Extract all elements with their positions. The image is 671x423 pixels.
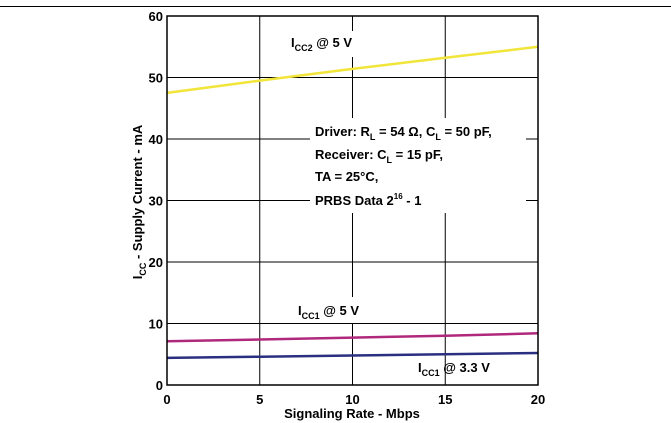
y-axis-label: ICC - Supply Current - mA bbox=[130, 124, 148, 279]
x-tick-label-0: 0 bbox=[163, 392, 170, 407]
conditions-background bbox=[310, 118, 526, 213]
series-label-icc2-5v: ICC2 @ 5 V bbox=[291, 35, 352, 53]
y-tick-label-6: 60 bbox=[149, 9, 163, 24]
series-line-2 bbox=[166, 351, 539, 360]
annotation-backgrounds bbox=[287, 31, 526, 323]
y-tick-label-0: 0 bbox=[156, 378, 163, 393]
x-axis-label: Signaling Rate - Mbps bbox=[284, 406, 420, 421]
x-tick-label-3: 15 bbox=[438, 392, 452, 407]
y-tick-label-1: 10 bbox=[149, 317, 163, 332]
x-tick-label-4: 20 bbox=[531, 392, 545, 407]
series-label-icc1-5v: ICC1 @ 5 V bbox=[298, 303, 359, 321]
icc1-5v-label-background bbox=[287, 297, 383, 323]
x-tick-label-2: 10 bbox=[345, 392, 359, 407]
top-rule bbox=[0, 6, 671, 7]
y-tick-label-5: 50 bbox=[149, 71, 163, 86]
y-tick-label-4: 40 bbox=[149, 132, 163, 147]
series-lines bbox=[166, 45, 539, 360]
series-line-1 bbox=[166, 332, 539, 343]
tick-labels: 0 5 10 15 20 0 10 20 30 40 50 60 bbox=[149, 9, 546, 407]
conditions-line-receiver: Receiver: CL = 15 pF, bbox=[315, 147, 443, 165]
y-tick-label-2: 20 bbox=[149, 255, 163, 270]
series-line-0 bbox=[166, 45, 539, 95]
plot-frame bbox=[166, 15, 539, 386]
x-tick-label-1: 5 bbox=[256, 392, 263, 407]
series-label-icc1-3v3: ICC1 @ 3.3 V bbox=[418, 360, 490, 378]
conditions-line-driver: Driver: RL = 54 Ω, CL = 50 pF, bbox=[315, 124, 492, 142]
conditions-line-temperature: TA = 25°C, bbox=[315, 169, 378, 184]
conditions-line-prbs: PRBS Data 216 - 1 bbox=[315, 192, 421, 208]
y-tick-label-3: 30 bbox=[149, 194, 163, 209]
icc2-5v-label-background bbox=[287, 31, 383, 57]
